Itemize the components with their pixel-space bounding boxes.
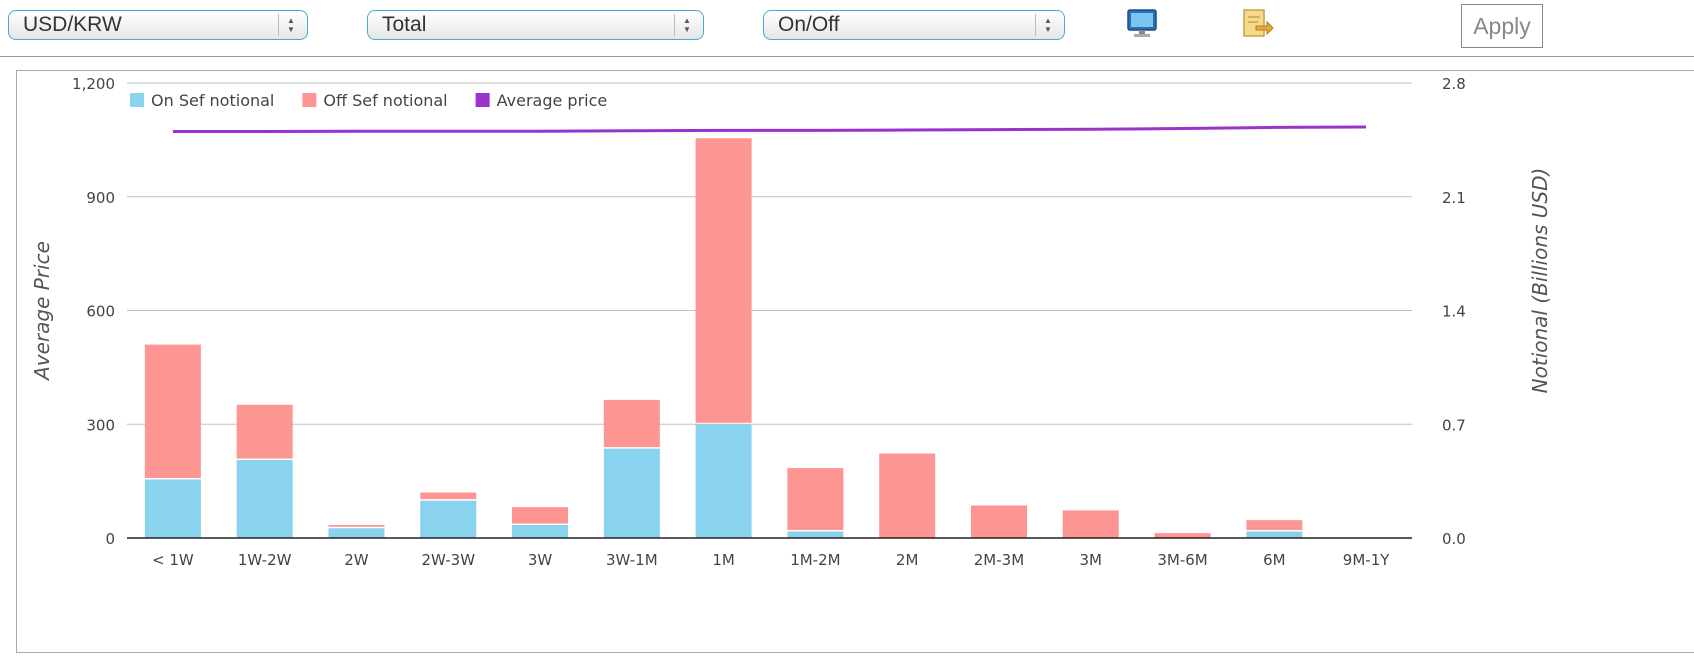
bar-off-sef <box>787 468 844 530</box>
y-tick-label-left: 900 <box>86 189 115 207</box>
select-stepper-icon: ▲ ▼ <box>1035 14 1060 36</box>
bar-on-sef <box>328 528 385 538</box>
bar-off-sef <box>970 505 1027 538</box>
y-tick-label-left: 1,200 <box>72 75 115 93</box>
x-tick-label: 1M <box>712 551 735 569</box>
bar-off-sef <box>328 525 385 527</box>
bar-on-sef <box>1246 531 1303 538</box>
bar-off-sef <box>1154 533 1211 538</box>
chart-frame: 0 0.0 300 0.7 600 1.4 900 2.1 1,200 2.8 Average Pr… <box>16 70 1694 653</box>
x-tick-label: 3M <box>1080 551 1103 569</box>
bar-off-sef <box>879 453 936 538</box>
grid <box>127 82 1412 425</box>
bar-on-sef <box>420 500 477 538</box>
currency-pair-value: USD/KRW <box>23 13 122 36</box>
legend-label: On Sef notional <box>151 91 274 110</box>
x-tick-label: 2M <box>896 551 919 569</box>
x-tick-label: 2M-3M <box>974 551 1024 569</box>
average-price-line <box>172 125 1367 133</box>
currency-pair-select[interactable]: USD/KRW ▲ ▼ <box>8 10 308 40</box>
x-tick-label: 2W-3W <box>421 551 475 569</box>
y-tick-label-left: 0 <box>105 530 115 548</box>
export-icon[interactable] <box>1240 8 1274 40</box>
legend-swatch <box>302 93 317 107</box>
bar-on-sef <box>603 448 660 538</box>
total-value: Total <box>382 13 427 36</box>
toolbar-divider <box>0 56 1694 57</box>
average-price-line-path <box>172 125 1367 133</box>
x-tick-label: 9M-1Y <box>1343 551 1390 569</box>
chart: 0 0.0 300 0.7 600 1.4 900 2.1 1,200 2.8 Average Pr… <box>30 75 1552 569</box>
bars <box>144 138 1303 538</box>
y-tick-label-right: 0.0 <box>1442 530 1466 548</box>
legend-swatch <box>475 93 490 107</box>
legend-swatch <box>130 93 144 107</box>
monitor-icon[interactable] <box>1125 8 1159 40</box>
x-tick-label: 3W <box>528 551 553 569</box>
y-tick-label-left: 300 <box>86 416 115 434</box>
y-tick-label-right: 0.7 <box>1442 416 1466 434</box>
y-tick-label-left: 600 <box>86 303 115 321</box>
axes: 0 0.0 300 0.7 600 1.4 900 2.1 1,200 2.8 Average Pr… <box>30 75 1552 569</box>
on-off-value: On/Off <box>778 13 840 36</box>
legend-label: Average price <box>497 91 608 110</box>
bar-off-sef <box>1246 520 1303 530</box>
x-tick-label: 3W-1M <box>606 551 658 569</box>
bar-on-sef <box>236 460 293 538</box>
y-tick-label-right: 1.4 <box>1442 303 1466 321</box>
x-tick-label: 3M-6M <box>1157 551 1207 569</box>
bar-on-sef <box>144 479 201 538</box>
x-tick-label: 6M <box>1263 551 1286 569</box>
bar-off-sef <box>512 507 569 524</box>
bar-off-sef <box>144 344 201 478</box>
x-tick-label: 1W-2W <box>238 551 292 569</box>
y-axis-title-left: Average Price <box>30 241 54 382</box>
bar-on-sef <box>512 525 569 538</box>
legend: On Sef notional Off Sef notional Average p… <box>130 91 607 110</box>
bar-off-sef <box>1062 510 1119 538</box>
bar-on-sef <box>787 531 844 538</box>
legend-label: Off Sef notional <box>323 91 447 110</box>
x-tick-label: 1M-2M <box>790 551 840 569</box>
select-stepper-icon: ▲ ▼ <box>278 14 303 36</box>
y-tick-label-right: 2.8 <box>1442 75 1466 93</box>
apply-button[interactable]: Apply <box>1461 4 1543 48</box>
y-axis-title-right: Notional (Billions USD) <box>1528 168 1552 394</box>
total-select[interactable]: Total ▲ ▼ <box>367 10 704 40</box>
bar-off-sef <box>236 404 293 459</box>
bar-off-sef <box>695 138 752 423</box>
bar-off-sef <box>603 399 660 448</box>
toolbar: USD/KRW ▲ ▼ Total ▲ ▼ On/Off ▲ ▼ Apply <box>0 0 1694 56</box>
x-tick-label: < 1W <box>152 551 194 569</box>
y-tick-label-right: 2.1 <box>1442 189 1466 207</box>
bar-on-sef <box>695 424 752 538</box>
x-tick-label: 2W <box>344 551 369 569</box>
on-off-select[interactable]: On/Off ▲ ▼ <box>763 10 1065 40</box>
bar-off-sef <box>420 492 477 500</box>
select-stepper-icon: ▲ ▼ <box>674 14 699 36</box>
